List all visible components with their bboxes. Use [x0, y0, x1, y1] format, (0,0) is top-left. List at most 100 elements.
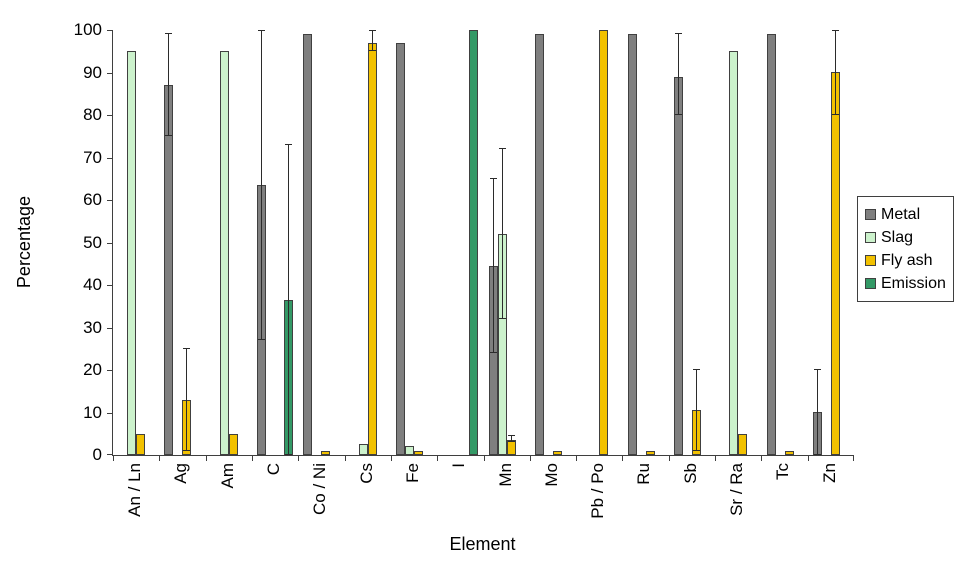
- legend-swatch-slag: [865, 232, 876, 243]
- bar-fly-ash-mo: [552, 451, 562, 455]
- error-bar-metal-zn-cap-top: [813, 369, 821, 370]
- y-axis-tick-80: [107, 115, 112, 116]
- legend-item-slag: Slag: [865, 226, 946, 249]
- bar-slag-cs: [358, 444, 368, 455]
- error-bar-metal-ag-cap-bottom: [165, 135, 173, 137]
- category-label-ru: Ru: [621, 463, 667, 541]
- x-axis-title: Element: [449, 534, 516, 554]
- category-label-i: I: [436, 463, 482, 541]
- y-tick-label-80: 80: [83, 105, 102, 124]
- category-label-text: Sr / Ra: [727, 463, 746, 516]
- y-axis-tick-100: [107, 30, 112, 31]
- error-bar-fly-ash-cs-cap-bottom: [368, 50, 376, 52]
- category-label-co-ni: Co / Ni: [297, 463, 343, 541]
- error-bar-fly-ash-ag-cap-bottom: [183, 449, 191, 451]
- bar-fly-ash-ru: [645, 451, 655, 455]
- bar-slag-am: [219, 51, 229, 455]
- error-bar-fly-ash-mn-cap-bottom: [507, 441, 515, 443]
- y-axis-tick-0: [107, 454, 112, 455]
- category-label-text: Ru: [634, 463, 654, 485]
- x-axis-tick-10: [576, 456, 577, 461]
- error-bar-emission-c: [288, 144, 290, 455]
- category-label-text: I: [449, 463, 469, 468]
- category-label-text: C: [264, 463, 284, 476]
- error-bar-fly-ash-zn: [834, 30, 836, 115]
- category-label-mn: Mn: [482, 463, 528, 541]
- category-label-text: Cs: [356, 463, 376, 484]
- category-label-text: An / Ln: [125, 463, 145, 517]
- error-bar-metal-mn-cap-top: [489, 177, 497, 179]
- x-axis-tick-0: [113, 456, 114, 461]
- x-axis-tick-15: [808, 456, 809, 461]
- error-bar-metal-c-cap-bottom: [258, 339, 266, 341]
- y-axis-tick-30: [107, 328, 112, 329]
- legend-label-slag: Slag: [881, 228, 914, 246]
- y-axis-tick-70: [107, 158, 112, 159]
- category-label-pb-po: Pb / Po: [575, 463, 621, 541]
- error-bar-fly-ash-zn-cap-top: [831, 30, 839, 31]
- x-axis-tick-12: [669, 456, 670, 461]
- y-tick-label-100: 100: [73, 20, 102, 39]
- y-axis-tick-20: [107, 370, 112, 371]
- bar-slag-an-ln: [127, 51, 137, 455]
- bar-fly-ash-fe: [414, 451, 424, 455]
- category-label-text: Sb: [680, 463, 700, 484]
- plot-area: [107, 29, 854, 461]
- error-bar-metal-ag: [168, 34, 170, 137]
- error-bar-fly-ash-cs-cap-top: [368, 30, 376, 31]
- bar-metal-fe: [396, 43, 406, 455]
- y-axis-tick-50: [107, 243, 112, 244]
- legend: Metal Slag Fly ash Emission: [857, 196, 954, 302]
- error-bar-fly-ash-mn-cap-top: [507, 434, 515, 436]
- bar-slag-sr-ra: [729, 51, 739, 455]
- category-label-sr-ra: Sr / Ra: [714, 463, 760, 541]
- category-label-text: Pb / Po: [588, 463, 608, 519]
- category-label-text: Mo: [541, 463, 561, 487]
- y-tick-label-90: 90: [83, 63, 102, 82]
- category-label-text: Ag: [171, 463, 191, 484]
- legend-swatch-emission: [865, 278, 876, 289]
- x-axis-tick-13: [715, 456, 716, 461]
- category-label-text: Fe: [402, 463, 422, 483]
- y-tick-label-60: 60: [83, 190, 102, 209]
- bar-fly-ash-sr-ra: [738, 434, 748, 455]
- bar-fly-ash-tc: [784, 451, 794, 455]
- category-axis-labels: An / Ln Ag Am C Co / Ni Cs Fe I Mn Mo Pb / Po Ru Sb S…: [112, 463, 853, 541]
- category-label-am: Am: [205, 463, 251, 541]
- category-label-text: Zn: [819, 463, 839, 483]
- y-axis-tick-60: [107, 200, 112, 201]
- error-bar-fly-ash-ag-cap-top: [183, 347, 191, 349]
- error-bar-fly-ash-sb-cap-bottom: [692, 449, 700, 451]
- error-bar-metal-sb-cap-top: [674, 33, 682, 35]
- x-axis-tick-4: [298, 456, 299, 461]
- bar-metal-ru: [627, 34, 637, 455]
- category-label-text: Tc: [773, 463, 793, 480]
- category-label-cs: Cs: [343, 463, 389, 541]
- error-bar-slag-mn-cap-bottom: [498, 318, 506, 319]
- legend-swatch-metal: [865, 209, 876, 220]
- bar-emission-i: [469, 30, 479, 455]
- legend-label-emission: Emission: [881, 274, 946, 292]
- bar-fly-ash-mn: [506, 440, 516, 455]
- error-bar-metal-ag-cap-top: [165, 33, 173, 35]
- error-bar-metal-c-cap-top: [258, 30, 266, 31]
- x-axis-tick-7: [437, 456, 438, 461]
- category-label-an-ln: An / Ln: [112, 463, 158, 541]
- legend-label-metal: Metal: [881, 205, 921, 223]
- legend-item-emission: Emission: [865, 272, 946, 295]
- error-bar-metal-c: [261, 29, 263, 341]
- legend-label-fly-ash: Fly ash: [881, 251, 933, 269]
- x-axis-tick-16: [853, 456, 854, 461]
- category-label-text: Mn: [495, 463, 515, 487]
- x-axis-tick-9: [530, 456, 531, 461]
- bar-fly-ash-am: [228, 434, 238, 455]
- bar-metal-sb: [673, 77, 683, 455]
- x-axis-tick-14: [761, 456, 762, 461]
- bar-fly-ash-pb-po: [599, 30, 609, 455]
- error-bar-slag-mn-cap-top: [498, 148, 506, 149]
- x-axis-tick-11: [622, 456, 623, 461]
- bar-fly-ash-zn: [830, 72, 840, 455]
- error-bar-fly-ash-zn-cap-bottom: [831, 114, 839, 115]
- y-axis-tick-10: [107, 413, 112, 414]
- error-bar-metal-zn-cap-bottom: [813, 454, 821, 455]
